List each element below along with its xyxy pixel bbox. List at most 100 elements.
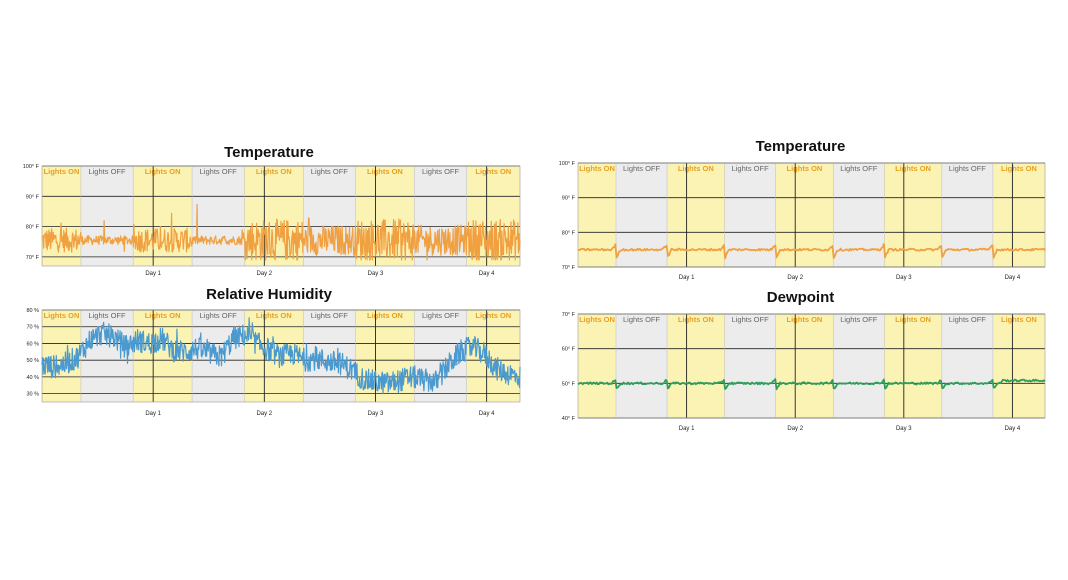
lights-off-label: Lights OFF [623,164,661,173]
chart-humidity-left: Relative Humidity Lights ON Lights OFF Lig… [14,282,524,422]
x-tick-label: Day 3 [896,275,912,281]
y-tick-label: 60° F [562,347,576,353]
lights-off-label: Lights OFF [88,167,126,176]
y-tick-label: 100° F [23,164,40,170]
lights-on-band [667,163,725,267]
lights-on-band [578,314,617,418]
chart-plot: Lights ON Lights OFF Lights ON Lights OFF Li… [23,164,521,277]
chart-title: Temperature [224,144,314,161]
lights-off-label: Lights OFF [422,311,460,320]
lights-off-band [80,310,134,402]
data-series-line [41,203,521,261]
lights-off-label: Lights OFF [732,315,770,324]
x-tick-label: Day 1 [679,426,695,432]
lights-on-label: Lights ON [895,164,931,173]
y-tick-label: 70 % [26,325,39,331]
lights-on-label: Lights ON [367,167,403,176]
lights-off-label: Lights OFF [311,167,349,176]
lights-on-band [775,163,834,267]
x-tick-label: Day 1 [679,275,695,281]
lights-off-band [941,314,993,418]
plot-frame [41,309,521,403]
y-tick-label: 90° F [26,194,40,200]
chart-title: Dewpoint [766,289,835,306]
y-tick-label: 70° F [26,255,40,261]
lights-on-label: Lights ON [678,164,714,173]
lights-off-label: Lights OFF [732,164,770,173]
x-tick-label: Day 2 [787,426,803,432]
lights-on-label: Lights ON [787,315,823,324]
lights-off-band [192,166,245,266]
lights-off-band [724,163,776,267]
lights-off-label: Lights OFF [88,311,126,320]
x-tick-label: Day 2 [787,275,803,281]
lights-on-band [992,314,1045,418]
lights-on-label: Lights ON [1001,315,1037,324]
y-tick-label: 50 % [26,358,39,364]
lights-on-label: Lights ON [475,311,511,320]
y-tick-label: 90° F [562,196,576,202]
chart-temperature-right: Temperature Lights ON Lights OFF Lights ON… [548,135,1053,285]
lights-on-band [42,310,81,402]
lights-on-band [133,310,193,402]
lights-off-band [80,166,134,266]
lights-on-label: Lights ON [895,315,931,324]
data-series-line [577,378,1046,391]
x-tick-label: Day 2 [256,271,272,277]
lights-on-label: Lights ON [678,315,714,324]
y-tick-label: 30 % [26,392,39,398]
plot-frame [577,162,1046,268]
lights-on-label: Lights ON [256,167,292,176]
lights-on-label: Lights ON [44,311,80,320]
y-tick-label: 40 % [26,375,39,381]
chart-title: Relative Humidity [206,286,332,303]
y-tick-label: 70° F [562,265,576,271]
lights-off-band [833,314,885,418]
y-tick-label: 50° F [562,381,576,387]
lights-off-label: Lights OFF [311,311,349,320]
y-tick-label: 100° F [559,161,576,167]
data-series-line [41,317,521,395]
lights-on-band [578,163,617,267]
x-tick-label: Day 4 [1005,275,1021,281]
lights-off-label: Lights OFF [949,315,987,324]
lights-on-label: Lights ON [475,167,511,176]
lights-off-band [616,163,668,267]
lights-off-band [192,310,245,402]
plot-frame [41,165,521,267]
lights-on-band [667,314,725,418]
chart-title: Temperature [755,138,846,155]
x-tick-label: Day 1 [145,271,161,277]
y-tick-label: 60 % [26,341,39,347]
lights-on-band [775,314,834,418]
y-tick-label: 80° F [26,225,40,231]
lights-off-label: Lights OFF [200,311,238,320]
y-tick-label: 80° F [562,230,576,236]
chart-plot: Lights ON Lights OFF Lights ON Lights OFF Li… [562,312,1046,432]
x-tick-label: Day 4 [1005,426,1021,432]
lights-on-label: Lights ON [256,311,292,320]
lights-off-label: Lights OFF [840,315,878,324]
lights-off-label: Lights OFF [949,164,987,173]
y-tick-label: 40° F [562,416,576,422]
lights-on-label: Lights ON [44,167,80,176]
x-tick-label: Day 1 [145,411,161,417]
lights-off-label: Lights OFF [623,315,661,324]
plot-frame [577,313,1046,419]
lights-on-label: Lights ON [145,311,181,320]
x-tick-label: Day 4 [479,411,495,417]
lights-on-band [884,314,942,418]
lights-off-label: Lights OFF [200,167,238,176]
lights-on-label: Lights ON [367,311,403,320]
lights-on-band [133,166,193,266]
y-tick-label: 70° F [562,312,576,318]
data-series-line [577,243,1046,260]
lights-off-label: Lights OFF [422,167,460,176]
x-tick-label: Day 3 [368,411,384,417]
y-tick-label: 80 % [26,308,39,314]
x-tick-label: Day 2 [256,411,272,417]
lights-on-label: Lights ON [579,164,615,173]
lights-off-band [941,163,993,267]
lights-off-band [724,314,776,418]
chart-plot: Lights ON Lights OFF Lights ON Lights OFF Li… [26,308,521,417]
